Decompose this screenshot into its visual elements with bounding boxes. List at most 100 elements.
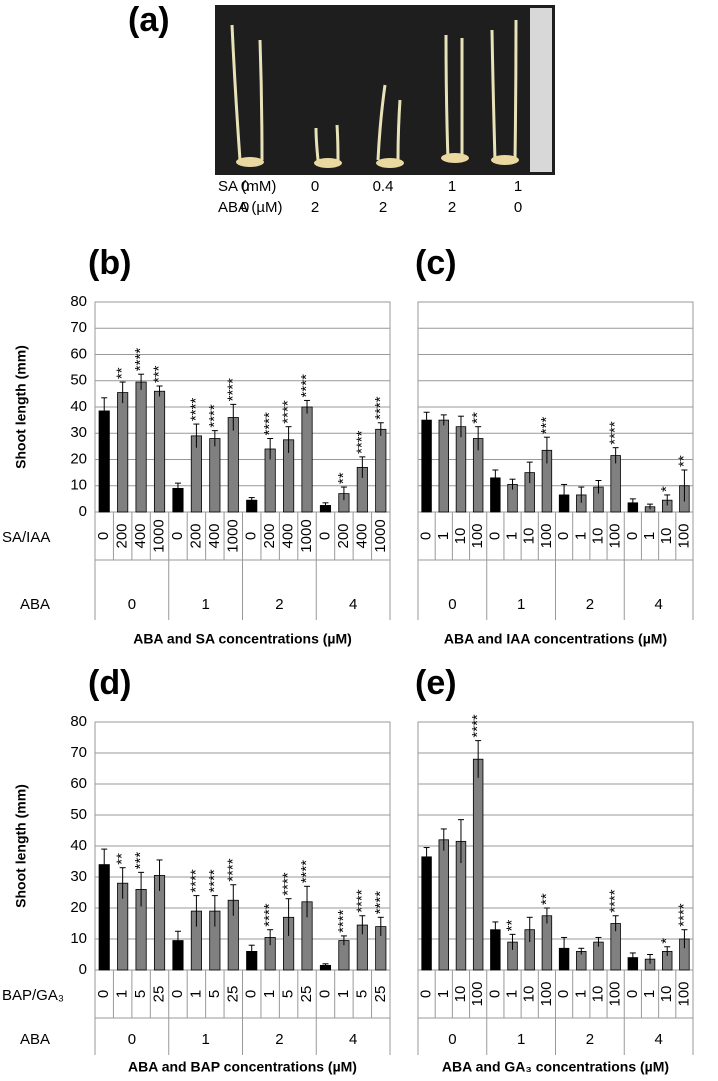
y-tick-label: 20 <box>70 450 87 467</box>
significance: **** <box>224 858 241 882</box>
panel-label: (c) <box>415 244 457 282</box>
x-tick-label: 400 <box>280 523 297 548</box>
group-label: 4 <box>349 596 357 613</box>
significance: **** <box>261 412 278 436</box>
significance: **** <box>261 903 278 927</box>
x-tick-label: 100 <box>538 981 555 1006</box>
cell: 0.4 <box>373 178 394 195</box>
panel-label: (e) <box>415 664 457 702</box>
bar <box>438 839 449 971</box>
significance: **** <box>206 869 223 893</box>
bar <box>98 864 110 971</box>
y-tick-label: 0 <box>79 961 87 978</box>
x-tick-label: 0 <box>95 990 112 998</box>
row-name: BAP/GA₃ <box>2 987 64 1004</box>
cell: 0 <box>241 199 249 216</box>
x-tick-label: 0 <box>243 990 260 998</box>
group-label: 2 <box>586 596 594 613</box>
significance: **** <box>353 889 370 913</box>
significance: *** <box>538 417 555 435</box>
x-tick-label: 200 <box>261 523 278 548</box>
significance: **** <box>469 714 486 738</box>
x-tick-label: 10 <box>589 528 606 545</box>
y-tick-label: 0 <box>79 503 87 520</box>
y-tick-label: 50 <box>70 372 87 389</box>
significance: **** <box>280 872 297 896</box>
group-label: 1 <box>517 1031 525 1048</box>
x-tick-label: 0 <box>486 532 503 540</box>
significance: ** <box>504 920 521 932</box>
x-tick-label: 25 <box>151 986 168 1003</box>
bar <box>455 426 467 513</box>
x-tick-label: 5 <box>280 990 297 998</box>
x-axis-label: ABA and SA concentrations (µM) <box>133 631 352 647</box>
x-axis-label: ABA and BAP concentrations (µM) <box>128 1059 357 1075</box>
bar <box>98 410 110 513</box>
x-tick-label: 0 <box>95 532 112 540</box>
x-axis-label: ABA and IAA concentrations (µM) <box>444 631 667 647</box>
x-tick-label: 1 <box>435 532 452 540</box>
significance: **** <box>335 909 352 933</box>
x-tick-label: 1000 <box>151 519 168 552</box>
significance: ** <box>675 455 692 467</box>
y-tick-label: 20 <box>70 899 87 916</box>
cell: 2 <box>311 199 319 216</box>
cell: 0 <box>241 178 249 195</box>
bar <box>117 392 129 513</box>
significance: **** <box>132 348 149 372</box>
x-tick-label: 1 <box>335 990 352 998</box>
x-tick-label: 10 <box>658 528 675 545</box>
x-tick-label: 0 <box>316 532 333 540</box>
x-tick-label: 1 <box>572 532 589 540</box>
cell: 2 <box>379 199 387 216</box>
significance: **** <box>224 378 241 402</box>
group-label: 1 <box>201 1031 209 1048</box>
panel-label: (b) <box>88 244 131 282</box>
bar <box>227 417 239 513</box>
significance: ** <box>114 853 131 865</box>
bar <box>472 758 484 971</box>
bar <box>421 856 432 971</box>
y-tick-label: 50 <box>70 806 87 823</box>
group-label: 2 <box>275 596 283 613</box>
x-tick-label: 0 <box>418 532 435 540</box>
y-tick-label: 40 <box>70 837 87 854</box>
cell: 0 <box>311 178 319 195</box>
x-tick-label: 100 <box>607 981 624 1006</box>
group-label: 0 <box>128 1031 136 1048</box>
row-name: ABA (µM) <box>218 199 282 216</box>
panel-label: (d) <box>88 664 131 702</box>
group-label: 0 <box>448 1031 456 1048</box>
x-tick-label: 0 <box>316 990 333 998</box>
x-tick-label: 1 <box>504 990 521 998</box>
x-tick-label: 25 <box>224 986 241 1003</box>
x-tick-label: 0 <box>169 990 186 998</box>
x-tick-label: 1 <box>187 990 204 998</box>
x-tick-label: 1 <box>641 532 658 540</box>
x-tick-label: 5 <box>132 990 149 998</box>
y-tick-label: 70 <box>70 319 87 336</box>
x-tick-label: 400 <box>132 523 149 548</box>
x-tick-label: 200 <box>187 523 204 548</box>
x-tick-label: 100 <box>675 523 692 548</box>
x-tick-label: 400 <box>353 523 370 548</box>
significance: ** <box>538 893 555 905</box>
group-label: 4 <box>349 1031 357 1048</box>
significance: **** <box>607 421 624 445</box>
significance: **** <box>187 869 204 893</box>
x-tick-label: 1000 <box>372 519 389 552</box>
significance: **** <box>280 400 297 424</box>
x-tick-label: 0 <box>555 990 572 998</box>
x-tick-label: 0 <box>624 990 641 998</box>
x-tick-label: 25 <box>298 986 315 1003</box>
group-label: 0 <box>128 596 136 613</box>
y-tick-label: 10 <box>70 477 87 494</box>
x-tick-label: 200 <box>114 523 131 548</box>
significance: *** <box>151 365 168 383</box>
bar <box>541 915 553 971</box>
bar <box>153 390 166 513</box>
significance: ** <box>335 472 352 484</box>
y-tick-label: 40 <box>70 398 87 415</box>
group-label: 1 <box>201 596 209 613</box>
